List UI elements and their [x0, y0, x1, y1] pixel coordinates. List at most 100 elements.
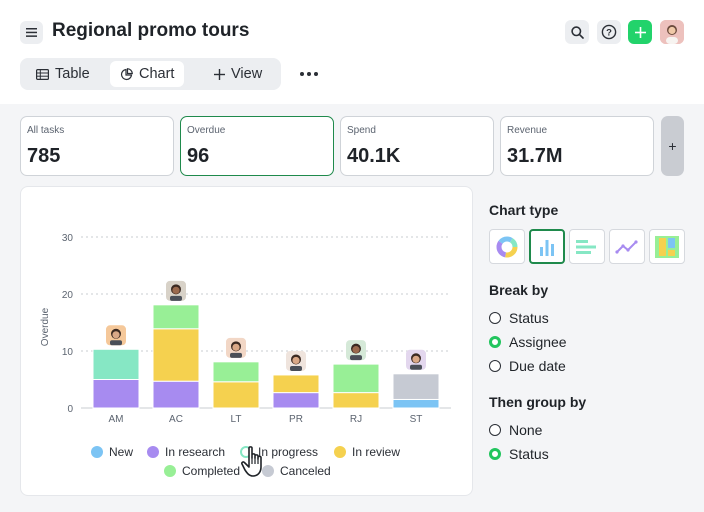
break-by-assignee[interactable]: Assignee	[489, 334, 567, 350]
kpi-value: 785	[27, 145, 61, 167]
bar-chart-icon	[540, 239, 554, 256]
bar-segment	[332, 392, 380, 409]
tab-table-label: Table	[55, 66, 90, 82]
search-icon[interactable]	[565, 20, 589, 44]
help-icon[interactable]: ?	[597, 20, 621, 44]
assignee-avatar	[166, 280, 186, 301]
x-tick-label: ST	[410, 414, 423, 425]
legend-in-research[interactable]: In research	[147, 445, 225, 459]
legend-in-review[interactable]: In review	[334, 445, 400, 459]
top-bar: Regional promo tours ? Table Chart View	[0, 0, 704, 104]
legend-completed[interactable]: Completed	[164, 464, 240, 478]
bar-segment	[212, 381, 260, 409]
legend-swatch	[262, 465, 274, 477]
pie-chart-icon	[120, 67, 133, 80]
radio-button[interactable]	[489, 424, 501, 436]
horizontal-bar-chart-icon	[576, 239, 596, 254]
x-tick-label: RJ	[350, 414, 362, 425]
legend-new[interactable]: New	[91, 445, 133, 459]
y-tick-label: 0	[67, 404, 73, 415]
tab-table[interactable]: Table	[26, 61, 100, 87]
assignee-avatar	[106, 325, 126, 346]
option-label: Status	[509, 310, 549, 326]
option-label: Due date	[509, 358, 566, 374]
radio-button-selected[interactable]	[489, 448, 501, 460]
legend-swatch	[147, 446, 159, 458]
bar-segment	[392, 398, 440, 409]
kpi-value: 31.7M	[507, 145, 563, 167]
radio-button-selected[interactable]	[489, 336, 501, 348]
break-by-status[interactable]: Status	[489, 310, 549, 326]
add-kpi-button[interactable]: +	[661, 116, 684, 176]
x-tick-label: PR	[289, 414, 303, 425]
chart-type-bar[interactable]	[529, 229, 565, 264]
line-chart-icon	[615, 239, 638, 254]
bar-segment	[332, 363, 380, 394]
tab-view-label: View	[231, 66, 263, 82]
legend-label: In review	[352, 445, 401, 459]
legend-canceled[interactable]: Canceled	[262, 464, 331, 478]
tab-chart[interactable]: Chart	[110, 61, 185, 87]
radio-button[interactable]	[489, 312, 501, 324]
kpi-label: All tasks	[27, 125, 65, 136]
tab-chart-label: Chart	[139, 66, 175, 82]
more-options-icon[interactable]	[298, 64, 320, 84]
x-tick-label: AM	[109, 414, 124, 425]
kpi-label: Spend	[347, 125, 376, 136]
donut-chart-icon	[496, 236, 518, 257]
page-title: Regional promo tours	[52, 20, 250, 41]
chart-type-horizontal-bar[interactable]	[569, 229, 605, 264]
svg-text:?: ?	[606, 27, 612, 38]
kpi-value: 96	[187, 145, 210, 167]
plus-icon[interactable]	[628, 20, 652, 44]
bar-segment	[152, 380, 200, 409]
kpi-label: Revenue	[507, 125, 548, 136]
legend-label: In research	[165, 445, 226, 459]
group-by-status[interactable]: Status	[489, 446, 549, 462]
legend-label: Canceled	[280, 464, 331, 478]
y-axis-label: Overdue	[40, 307, 51, 346]
x-tick-label: AC	[169, 414, 183, 425]
legend-swatch	[164, 465, 176, 477]
plus-icon	[214, 68, 225, 80]
kpi-label: Overdue	[187, 125, 226, 136]
legend-swatch	[334, 446, 346, 458]
y-tick-label: 10	[62, 347, 74, 358]
kpi-card-overdue[interactable]: Overdue 96	[180, 116, 334, 176]
option-label: None	[509, 422, 543, 438]
kpi-card-spend[interactable]: Spend 40.1K	[340, 116, 494, 176]
chart-type-stacked-area[interactable]	[649, 229, 685, 264]
group-by-none[interactable]: None	[489, 422, 542, 438]
bar-segment	[212, 361, 260, 383]
break-by-heading: Break by	[489, 282, 549, 298]
stacked-area-chart-icon	[655, 235, 679, 258]
bar-segment	[392, 373, 440, 400]
menu-icon[interactable]	[20, 21, 43, 44]
kpi-card-revenue[interactable]: Revenue 31.7M	[500, 116, 654, 176]
tab-add-view[interactable]: View	[204, 61, 272, 87]
legend-label: Completed	[182, 464, 241, 478]
user-avatar[interactable]	[660, 20, 684, 44]
legend-label: New	[109, 445, 134, 459]
kpi-value: 40.1K	[347, 145, 401, 167]
kpi-card-all-tasks[interactable]: All tasks 785	[20, 116, 174, 176]
y-tick-label: 20	[62, 290, 74, 301]
bar-segment	[152, 328, 200, 382]
radio-button[interactable]	[489, 360, 501, 372]
chart-type-donut[interactable]	[489, 229, 525, 264]
hand-cursor-icon	[241, 446, 262, 477]
bar-segment	[272, 392, 320, 409]
overdue-bar-chart: 0 10 20 30 Overdue AM AC LT PR RJ ST	[40, 233, 451, 425]
legend-swatch	[91, 446, 103, 458]
legend-label: In progress	[258, 445, 319, 459]
assignee-avatar	[346, 340, 366, 361]
assignee-avatar	[226, 337, 246, 358]
then-group-by-heading: Then group by	[489, 394, 587, 410]
assignee-avatar	[406, 349, 426, 370]
y-tick-label: 30	[62, 233, 74, 244]
option-label: Status	[509, 446, 549, 462]
x-tick-label: LT	[231, 414, 242, 425]
break-by-due-date[interactable]: Due date	[489, 358, 566, 374]
option-label: Assignee	[509, 334, 567, 350]
chart-type-line[interactable]	[609, 229, 645, 264]
